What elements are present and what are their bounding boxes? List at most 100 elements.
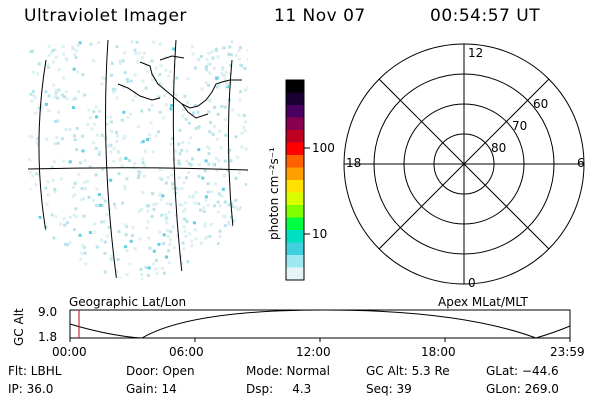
emission-pixel — [144, 64, 148, 68]
emission-pixel — [76, 266, 80, 270]
emission-pixel — [68, 272, 72, 276]
emission-pixel — [238, 63, 242, 67]
emission-pixel — [72, 228, 76, 232]
emission-pixel — [188, 232, 192, 236]
emission-pixel — [52, 260, 56, 264]
emission-pixel — [231, 226, 235, 230]
colorbar-step — [286, 130, 304, 143]
emission-pixel — [208, 71, 212, 75]
emission-pixel — [146, 138, 149, 141]
emission-pixel — [245, 261, 248, 265]
emission-pixel — [207, 147, 211, 151]
emission-pixel — [97, 150, 101, 154]
emission-pixel — [115, 45, 119, 49]
emission-pixel — [75, 148, 79, 152]
geo-panel-label: Geographic Lat/Lon — [69, 295, 187, 309]
dsp-value: Dsp: 4.3 — [246, 382, 312, 396]
longitude-line — [105, 39, 119, 280]
emission-pixel — [66, 243, 69, 247]
emission-pixel — [168, 261, 172, 265]
emission-pixel — [94, 105, 98, 109]
emission-pixel — [144, 86, 148, 90]
emission-pixel — [71, 98, 75, 102]
emission-pixel — [82, 245, 86, 249]
emission-pixel — [68, 160, 72, 164]
emission-pixel — [172, 246, 176, 250]
emission-pixel — [73, 97, 77, 101]
emission-pixel — [193, 66, 197, 70]
emission-pixel — [28, 134, 32, 138]
emission-pixel — [80, 251, 84, 255]
emission-pixel — [136, 60, 140, 64]
emission-pixel — [236, 243, 239, 247]
emission-pixel — [88, 165, 92, 169]
emission-pixel — [237, 247, 241, 251]
emission-pixel — [47, 44, 51, 48]
emission-pixel — [208, 269, 212, 273]
emission-pixel — [160, 213, 164, 217]
emission-pixel — [206, 203, 210, 207]
emission-pixel — [28, 261, 31, 264]
emission-pixel — [123, 51, 127, 55]
emission-pixel — [121, 201, 124, 205]
emission-pixel — [234, 135, 238, 139]
emission-pixel — [205, 235, 209, 239]
emission-pixel — [181, 141, 185, 145]
emission-pixel — [180, 261, 184, 265]
emission-pixel — [192, 221, 196, 225]
emission-pixel — [140, 273, 144, 276]
emission-pixel — [166, 229, 170, 232]
colorbar-step — [286, 80, 304, 93]
emission-pixel — [83, 159, 87, 163]
emission-pixel — [81, 134, 85, 138]
emission-pixel — [121, 59, 125, 63]
emission-pixel — [109, 178, 113, 182]
emission-pixel — [112, 159, 116, 163]
emission-pixel — [59, 222, 62, 226]
emission-pixel — [174, 56, 178, 59]
emission-pixel — [136, 125, 140, 129]
emission-pixel — [105, 122, 109, 126]
emission-pixel — [204, 81, 208, 85]
emission-pixel — [222, 246, 226, 250]
emission-pixel — [229, 159, 233, 163]
emission-pixel — [234, 177, 238, 180]
emission-pixel — [119, 61, 122, 65]
emission-pixel — [220, 104, 224, 108]
emission-pixel — [30, 275, 34, 279]
emission-pixel — [107, 225, 111, 229]
emission-pixel — [237, 223, 241, 227]
emission-pixel — [240, 131, 244, 135]
emission-pixel — [54, 88, 58, 92]
emission-pixel — [140, 277, 144, 280]
emission-pixel — [247, 169, 248, 173]
emission-pixel — [91, 141, 95, 145]
emission-pixel — [235, 272, 239, 276]
emission-pixel — [71, 185, 75, 189]
emission-pixel — [83, 180, 87, 184]
emission-pixel — [181, 241, 185, 245]
emission-pixel — [213, 204, 216, 208]
colorbar-tick-10: 10 — [312, 227, 328, 241]
emission-pixel — [92, 110, 96, 114]
emission-pixel — [182, 108, 186, 112]
emission-pixel — [169, 202, 173, 206]
emission-pixel — [160, 82, 163, 86]
emission-pixel — [194, 237, 198, 241]
emission-pixel — [59, 257, 63, 261]
emission-pixel — [203, 222, 207, 226]
emission-pixel — [117, 230, 121, 234]
emission-pixel — [193, 201, 197, 205]
emission-pixel — [135, 40, 139, 44]
emission-pixel — [196, 58, 200, 62]
emission-pixel — [183, 229, 187, 233]
emission-pixel — [37, 62, 41, 66]
emission-pixel — [225, 81, 229, 85]
emission-pixel — [207, 83, 210, 87]
emission-pixel — [64, 128, 68, 131]
emission-pixel — [34, 183, 38, 187]
emission-pixel — [63, 223, 67, 227]
mlat-label-70: 70 — [512, 119, 528, 133]
emission-pixel — [187, 121, 191, 125]
colorbar — [285, 79, 310, 281]
